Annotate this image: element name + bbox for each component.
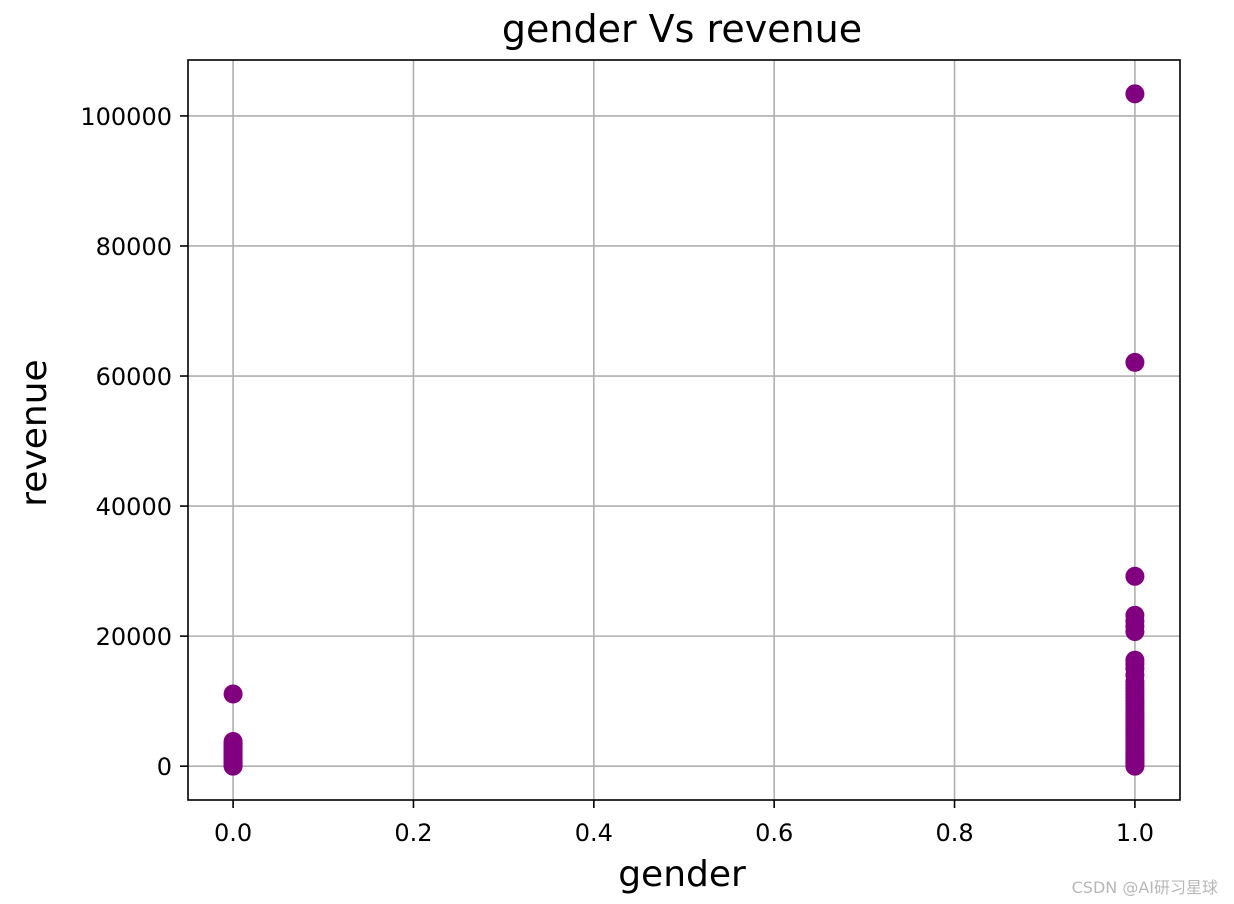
y-axis-ticks: 0 20000 40000 60000 80000 100000 — [80, 103, 188, 781]
scatter-point — [1125, 650, 1145, 670]
x-tick-label: 0.8 — [935, 819, 973, 847]
scatter-point — [223, 731, 243, 751]
scatter-point — [223, 684, 243, 704]
y-tick-label: 40000 — [96, 493, 172, 521]
x-tick-label: 0.0 — [214, 819, 252, 847]
x-tick-label: 0.4 — [575, 819, 613, 847]
y-tick-label: 100000 — [80, 103, 172, 131]
grid-lines — [188, 60, 1180, 800]
scatter-point — [1125, 352, 1145, 372]
scatter-points — [223, 84, 1145, 776]
y-tick-label: 80000 — [96, 233, 172, 261]
y-axis-label: revenue — [14, 359, 55, 506]
chart-title: gender Vs revenue — [502, 7, 862, 51]
x-tick-label: 0.6 — [755, 819, 793, 847]
y-tick-label: 20000 — [96, 623, 172, 651]
x-axis-ticks: 0.0 0.2 0.4 0.6 0.8 1.0 — [214, 800, 1154, 847]
y-tick-label: 0 — [157, 753, 172, 781]
plot-frame — [187, 59, 1181, 801]
watermark-text: CSDN @AI研习星球 — [1071, 878, 1218, 897]
x-tick-label: 0.2 — [394, 819, 432, 847]
x-tick-label: 1.0 — [1116, 819, 1154, 847]
scatter-point — [1125, 605, 1145, 625]
scatter-point — [1125, 566, 1145, 586]
x-axis-label: gender — [618, 854, 746, 895]
scatter-point — [1125, 84, 1145, 104]
y-tick-label: 60000 — [96, 363, 172, 391]
